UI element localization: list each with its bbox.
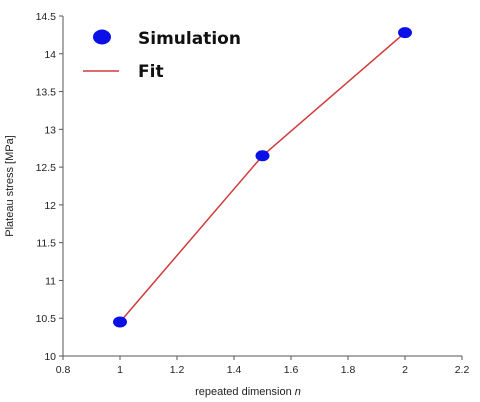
y-tick-label: 11 <box>45 275 56 287</box>
x-tick-label: 1.4 <box>227 364 242 376</box>
x-tick-label: 0.8 <box>56 364 71 376</box>
legend-marker-simulation <box>93 29 111 45</box>
simulation-point <box>398 27 412 39</box>
simulation-point <box>113 316 127 328</box>
x-tick-label: 2 <box>402 364 408 376</box>
y-tick-label: 10.5 <box>36 313 57 325</box>
y-tick-label: 11.5 <box>36 238 56 250</box>
y-tick-label: 13 <box>44 124 56 136</box>
x-tick-label: 1 <box>117 364 123 376</box>
y-axis-title: Plateau stress [MPa] <box>4 135 16 237</box>
legend: Simulation Fit <box>83 29 241 82</box>
x-axis-ticks: 0.8 1 1.2 1.4 1.6 1.8 2 2.2 <box>56 356 470 376</box>
series-layer <box>113 27 412 328</box>
plot-area: 0.8 1 1.2 1.4 1.6 1.8 2 2.2 1010.51111.51212.51… <box>36 11 470 376</box>
x-axis-title-text: repeated dimension <box>195 386 292 398</box>
x-tick-label: 2.2 <box>455 364 470 376</box>
y-tick-label: 14 <box>44 49 56 61</box>
y-tick-label: 12 <box>44 200 56 212</box>
x-tick-label: 1.2 <box>170 364 185 376</box>
x-tick-label: 1.6 <box>284 364 299 376</box>
y-tick-label: 14.5 <box>36 11 57 23</box>
legend-label-simulation: Simulation <box>138 29 241 49</box>
x-axis-title-variable: n <box>295 386 301 398</box>
y-tick-label: 13.5 <box>36 87 57 99</box>
x-tick-label: 1.8 <box>341 364 356 376</box>
x-axis-title: repeated dimension n <box>195 386 301 398</box>
y-tick-label: 12.5 <box>36 162 57 174</box>
y-axis-ticks: 10 10.5 11 11.5 12 12.5 13 13.5 14 14.5 <box>36 11 63 363</box>
y-tick-label: 10 <box>44 351 56 363</box>
legend-label-fit: Fit <box>138 62 164 82</box>
simulation-point <box>255 150 270 162</box>
